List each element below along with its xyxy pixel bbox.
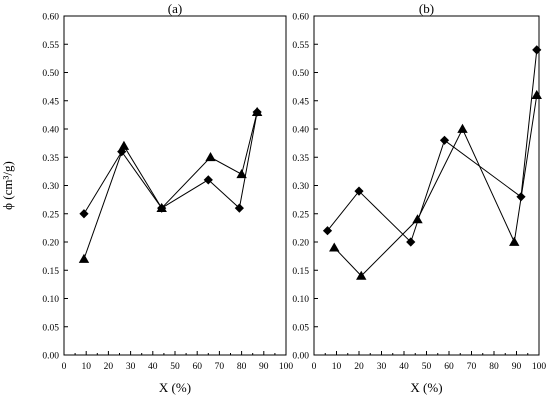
y-tick-label: 0.20 <box>42 239 59 249</box>
x-tick-label: 80 <box>489 362 499 372</box>
data-point-triangle <box>118 140 130 150</box>
x-tick-label: 30 <box>126 362 136 372</box>
y-tick-label: 0.10 <box>292 295 309 305</box>
data-point-triangle <box>236 169 247 179</box>
series-triangle <box>78 106 263 263</box>
x-tick-label: 40 <box>399 362 409 372</box>
data-point-diamond <box>322 226 333 236</box>
y-tick-label: 0.25 <box>292 210 309 220</box>
y-axis-title: ϕ (cm³/g) <box>0 161 15 210</box>
series-line <box>327 49 538 243</box>
y-tick-label: 0.55 <box>292 41 309 51</box>
y-tick-label: 0.10 <box>42 295 59 305</box>
y-tick-label: 0.15 <box>42 267 59 277</box>
x-tick-label: 50 <box>170 362 180 372</box>
x-tick-label: 90 <box>259 362 269 372</box>
data-point-triangle <box>356 270 367 280</box>
data-point-triangle <box>509 236 520 246</box>
series-diamond <box>79 107 262 219</box>
x-tick-label: 50 <box>422 362 432 372</box>
data-point-triangle <box>78 253 90 263</box>
data-point-diamond <box>79 209 89 219</box>
data-point-diamond <box>406 237 416 247</box>
x-tick-label: 40 <box>148 362 158 372</box>
data-point-triangle <box>412 214 423 224</box>
series-triangle <box>329 89 542 280</box>
y-tick-label: 0.50 <box>42 69 59 79</box>
x-tick-label: 10 <box>332 362 342 372</box>
x-tick-label: 80 <box>237 362 247 372</box>
series-line <box>333 95 538 277</box>
y-tick-label: 0.30 <box>292 182 309 192</box>
x-tick-label: 0 <box>62 362 67 372</box>
y-tick-label: 0.35 <box>42 154 59 164</box>
y-tick-label: 0.05 <box>42 323 59 333</box>
panel-label: (a) <box>168 1 182 16</box>
series-diamond <box>322 45 542 247</box>
y-tick-label: 0.30 <box>42 182 59 192</box>
x-axis-title: X (%) <box>159 380 191 395</box>
y-tick-label: 0.45 <box>292 97 309 107</box>
data-point-triangle <box>205 152 216 162</box>
series-line <box>83 111 258 260</box>
data-point-diamond <box>354 186 364 196</box>
chart-panel-2: 0 10 20 30 40 50 60 70 80 90 100 0.00 0.05 0.10 0.15 0.… <box>292 1 546 395</box>
y-tick-label: 0.05 <box>292 323 309 333</box>
data-point-diamond <box>203 175 213 185</box>
chart-panel-1: 0 10 20 30 40 50 60 70 80 90 100 0.00 0.05 0.10 0.15 0.… <box>0 1 293 395</box>
data-point-diamond <box>532 45 542 55</box>
y-tick-label: 0.00 <box>42 352 59 362</box>
data-point-triangle <box>531 89 542 99</box>
y-tick-label: 0.60 <box>42 13 59 23</box>
y-tick-label: 0.35 <box>292 154 309 164</box>
y-tick-label: 0.60 <box>292 13 309 23</box>
x-tick-label: 20 <box>354 362 364 372</box>
x-tick-label: 100 <box>532 362 547 372</box>
x-tick-label: 90 <box>512 362 522 372</box>
data-point-diamond <box>439 135 450 145</box>
x-axis-title: X (%) <box>410 380 442 395</box>
series-line <box>83 112 258 215</box>
plot-frame <box>63 15 287 356</box>
data-point-triangle <box>156 202 167 212</box>
x-tick-label: 70 <box>467 362 477 372</box>
y-tick-label: 0.20 <box>292 239 309 249</box>
data-point-diamond <box>234 203 244 213</box>
panel-label: (b) <box>419 1 434 16</box>
y-tick-label: 0.55 <box>42 41 59 51</box>
y-tick-label: 0.15 <box>292 267 309 277</box>
y-tick-label: 0.50 <box>292 69 309 79</box>
x-tick-label: 20 <box>104 362 114 372</box>
data-point-triangle <box>457 123 468 133</box>
y-tick-label: 0.45 <box>42 97 59 107</box>
x-tick-label: 0 <box>312 362 317 372</box>
x-tick-label: 30 <box>377 362 387 372</box>
y-tick-label: 0.40 <box>42 126 59 136</box>
data-point-triangle <box>251 106 263 116</box>
x-tick-label: 70 <box>215 362 225 372</box>
x-tick-label: 60 <box>192 362 202 372</box>
y-tick-label: 0.00 <box>292 352 309 362</box>
x-tick-label: 10 <box>81 362 91 372</box>
data-point-triangle <box>329 242 340 252</box>
y-tick-label: 0.40 <box>292 126 309 136</box>
x-tick-label: 100 <box>279 362 294 372</box>
y-tick-label: 0.25 <box>42 210 59 220</box>
x-tick-label: 60 <box>444 362 454 372</box>
